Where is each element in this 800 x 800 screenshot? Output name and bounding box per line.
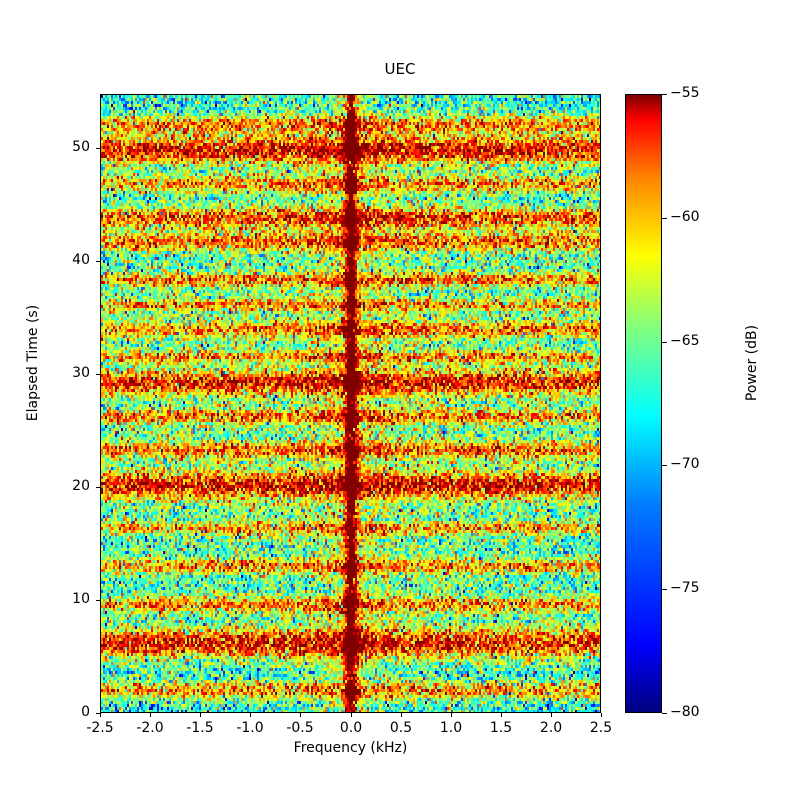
x-tick: [501, 713, 502, 717]
x-tick-label: 2.5: [589, 720, 613, 736]
y-tick-label: 20: [72, 478, 90, 494]
x-tick: [401, 713, 402, 717]
x-tick: [351, 713, 352, 717]
x-tick-label: -2.5: [86, 720, 114, 736]
x-tick: [451, 713, 452, 717]
x-tick-label: 0.0: [339, 720, 363, 736]
colorbar-gradient: [625, 94, 662, 713]
colorbar-tick: [662, 465, 667, 466]
y-tick-label: 40: [72, 252, 90, 268]
y-tick: [96, 148, 100, 149]
y-tick-label: 0: [81, 704, 90, 720]
y-axis-label: Elapsed Time (s): [25, 304, 41, 422]
x-tick: [200, 713, 201, 717]
x-tick-label: 1.5: [489, 720, 513, 736]
title-line-station: UEC: [384, 60, 416, 78]
y-tick-label: 50: [72, 139, 90, 155]
colorbar-tick-label: −55: [670, 85, 700, 101]
spectrogram-plot-area: [100, 94, 601, 713]
colorbar-tick: [662, 218, 667, 219]
colorbar-label: Power (dB): [744, 324, 760, 402]
x-tick: [300, 713, 301, 717]
x-tick: [150, 713, 151, 717]
x-tick: [601, 713, 602, 717]
y-tick: [96, 713, 100, 714]
y-tick-label: 30: [72, 365, 90, 381]
colorbar-tick: [662, 342, 667, 343]
colorbar-tick: [662, 589, 667, 590]
x-tick-label: 0.5: [389, 720, 413, 736]
x-tick: [551, 713, 552, 717]
colorbar-tick-label: −80: [670, 704, 700, 720]
y-tick: [96, 374, 100, 375]
colorbar-tick-label: −75: [670, 580, 700, 596]
colorbar: [625, 94, 662, 713]
x-tick-label: -1.0: [236, 720, 264, 736]
x-tick-label: -2.0: [136, 720, 164, 736]
y-tick: [96, 487, 100, 488]
x-axis-label: Frequency (kHz): [293, 740, 408, 756]
y-tick: [96, 261, 100, 262]
colorbar-tick-label: −60: [670, 209, 700, 225]
x-tick-label: -1.5: [186, 720, 214, 736]
colorbar-tick: [662, 94, 667, 95]
y-tick-label: 10: [72, 591, 90, 607]
y-tick: [96, 600, 100, 601]
x-tick-label: 2.0: [539, 720, 563, 736]
colorbar-tick-label: −65: [670, 333, 700, 349]
x-tick-label: 1.0: [439, 720, 463, 736]
x-tick: [100, 713, 101, 717]
x-tick: [250, 713, 251, 717]
colorbar-tick-label: −70: [670, 456, 700, 472]
spectrogram-image: [101, 95, 600, 712]
x-tick-label: -0.5: [286, 720, 314, 736]
colorbar-tick: [662, 713, 667, 714]
